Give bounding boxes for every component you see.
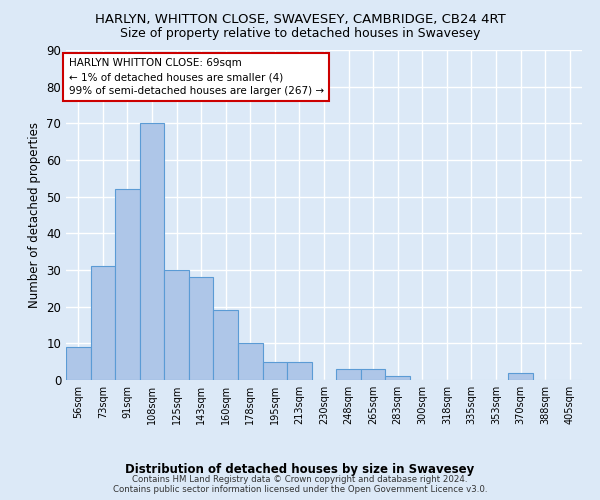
Bar: [263, 362, 287, 380]
Bar: [214, 310, 238, 380]
Bar: [287, 362, 312, 380]
Bar: [140, 124, 164, 380]
Bar: [508, 372, 533, 380]
Bar: [164, 270, 189, 380]
Text: HARLYN WHITTON CLOSE: 69sqm
← 1% of detached houses are smaller (4)
99% of semi-: HARLYN WHITTON CLOSE: 69sqm ← 1% of deta…: [68, 58, 324, 96]
Bar: [66, 347, 91, 380]
Text: Size of property relative to detached houses in Swavesey: Size of property relative to detached ho…: [120, 28, 480, 40]
Bar: [115, 190, 140, 380]
Text: HARLYN, WHITTON CLOSE, SWAVESEY, CAMBRIDGE, CB24 4RT: HARLYN, WHITTON CLOSE, SWAVESEY, CAMBRID…: [95, 12, 505, 26]
Bar: [336, 369, 361, 380]
Bar: [361, 369, 385, 380]
Text: Distribution of detached houses by size in Swavesey: Distribution of detached houses by size …: [125, 462, 475, 475]
Bar: [385, 376, 410, 380]
Bar: [189, 278, 214, 380]
Y-axis label: Number of detached properties: Number of detached properties: [28, 122, 41, 308]
Bar: [238, 344, 263, 380]
Bar: [91, 266, 115, 380]
Text: Contains HM Land Registry data © Crown copyright and database right 2024.
Contai: Contains HM Land Registry data © Crown c…: [113, 474, 487, 494]
